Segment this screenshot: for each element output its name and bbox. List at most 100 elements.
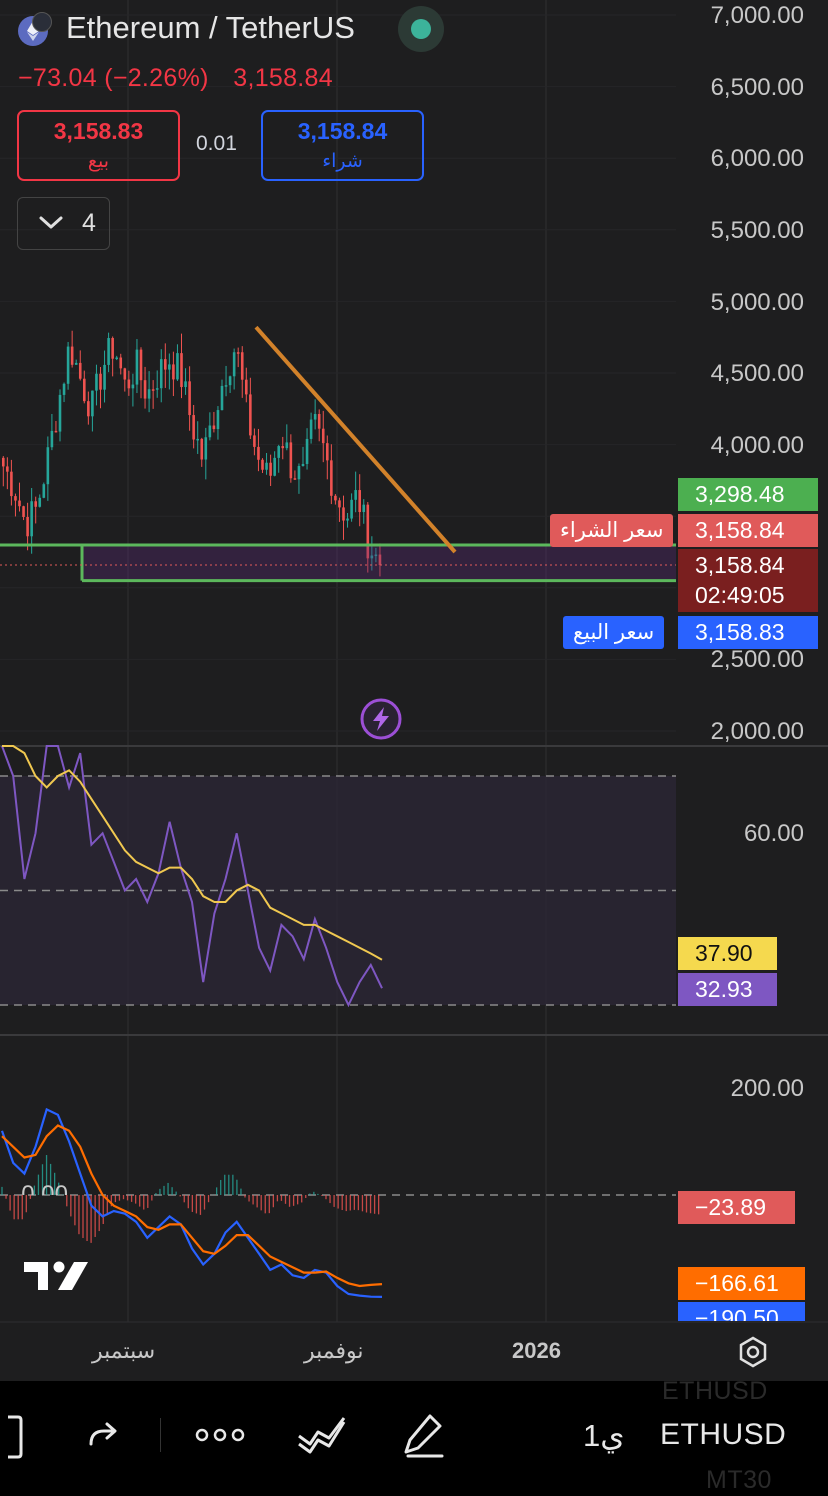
candle-body (119, 357, 123, 369)
candle-body (58, 394, 62, 432)
candle-body (220, 385, 224, 411)
symbol-title[interactable]: Ethereum / TetherUS (66, 10, 355, 45)
last-price-tag: 3,158.84 02:49:05 (678, 549, 818, 612)
macd-axis-label: 200.00 (730, 1075, 804, 1102)
candle-body (107, 338, 110, 365)
candle-body (236, 352, 240, 354)
symbol-ghost-top: ETHUSD (662, 1377, 768, 1405)
sell-price-tag: 3,158.83 (678, 616, 818, 649)
sell-price-line-label: سعر البيع (563, 616, 665, 649)
candle-body (285, 442, 289, 449)
bottom-toolbar: 1ي ETHUSD ETHUSD MT30 (0, 1377, 828, 1496)
price-axis-label: 5,500.00 (710, 217, 804, 244)
macd-zero-label-clip: 0.00 (0, 1181, 828, 1195)
price-axis-label: 4,500.00 (710, 360, 804, 387)
candle-body (354, 490, 357, 500)
macd-value-tag: −190.50 (678, 1302, 805, 1321)
buy-button[interactable]: 3,158.84 شراء (261, 110, 424, 181)
buy-price-line-label: سعر الشراء (550, 514, 674, 547)
symbol-selector[interactable]: ETHUSD (660, 1418, 787, 1451)
candle-body (22, 506, 25, 517)
buy-label: شراء (322, 151, 363, 172)
time-axis-label: نوفمبر (304, 1338, 364, 1363)
candle-body (62, 383, 66, 395)
candle-body (317, 414, 321, 429)
more-icon[interactable] (195, 1428, 245, 1442)
candle-body (261, 459, 264, 470)
candle-body (83, 378, 86, 402)
candle-body (313, 414, 317, 420)
candle-body (273, 457, 276, 476)
redo-icon[interactable] (86, 1420, 120, 1454)
indicator-count: 4 (82, 209, 96, 237)
brush-icon[interactable] (400, 1410, 448, 1460)
fullscreen-icon[interactable] (0, 1414, 26, 1460)
candle-body (155, 388, 159, 390)
candle-body (204, 437, 208, 460)
candle-body (350, 499, 353, 519)
flash-icon[interactable] (360, 698, 402, 740)
level-high-tag: 3,298.48 (678, 478, 818, 511)
time-axis-label: 2026 (512, 1338, 561, 1363)
candle-body (91, 390, 94, 417)
candle-body (249, 394, 252, 436)
candle-body (34, 501, 37, 507)
candle-body (111, 338, 114, 359)
candle-body (30, 501, 33, 537)
toolbar-divider (160, 1418, 161, 1452)
indicators-toggle-button[interactable]: 4 (17, 197, 110, 250)
time-axis-label: سبتمبر (92, 1338, 156, 1363)
candle-body (358, 490, 361, 513)
candle-body (378, 554, 382, 566)
market-status-icon[interactable] (398, 6, 444, 52)
candle-body (338, 500, 341, 508)
price-axis-label: 5,000.00 (710, 289, 804, 316)
candle-body (245, 379, 248, 395)
candle-body (305, 438, 309, 464)
sell-label: بيع (87, 151, 110, 172)
candle-body (115, 357, 118, 360)
candle-body (200, 438, 204, 460)
candle-body (143, 380, 147, 399)
candle-body (293, 478, 297, 480)
price-axis-label: 4,000.00 (710, 432, 804, 459)
candle-body (208, 425, 212, 438)
rsi-value-tag: 32.93 (678, 973, 777, 1006)
candle-body (135, 349, 139, 385)
candle-body (26, 516, 29, 537)
candle-body (301, 463, 305, 467)
macd-zero-label: 0.00 (21, 1181, 68, 1195)
sell-price: 3,158.83 (53, 118, 144, 144)
candle-body (176, 353, 179, 380)
candle-body (78, 362, 82, 379)
buy-price-tag: 3,158.84 (678, 514, 818, 547)
macd-signal-line (1, 1124, 383, 1288)
candle-body (192, 415, 195, 440)
chart-settings-icon[interactable] (736, 1335, 770, 1369)
candle-body (184, 381, 187, 388)
candle-body (240, 352, 244, 380)
candle-body (228, 376, 232, 386)
candle-body (188, 381, 191, 416)
rsi-ma-tag: 37.90 (678, 937, 777, 970)
candle-body (253, 435, 256, 447)
candle-body (265, 462, 268, 470)
candle-body (257, 446, 260, 460)
candle-body (139, 349, 143, 381)
sell-button[interactable]: 3,158.83 بيع (17, 110, 180, 181)
candle-body (103, 364, 106, 390)
candle-body (281, 446, 285, 449)
candle-body (342, 507, 345, 521)
tradingview-logo-icon[interactable] (22, 1258, 92, 1294)
spread-value: 0.01 (196, 132, 237, 155)
candle-body (297, 466, 301, 480)
drawing-tools-icon[interactable] (296, 1414, 348, 1458)
candle-body (334, 495, 337, 501)
interval-selector[interactable]: 1ي (583, 1418, 625, 1453)
candle-body (38, 497, 42, 507)
candle-body (70, 346, 74, 365)
rsi-axis-label: 60.00 (743, 820, 804, 847)
bar-countdown: 02:49:05 (695, 582, 785, 608)
macd-line (0, 1107, 383, 1298)
